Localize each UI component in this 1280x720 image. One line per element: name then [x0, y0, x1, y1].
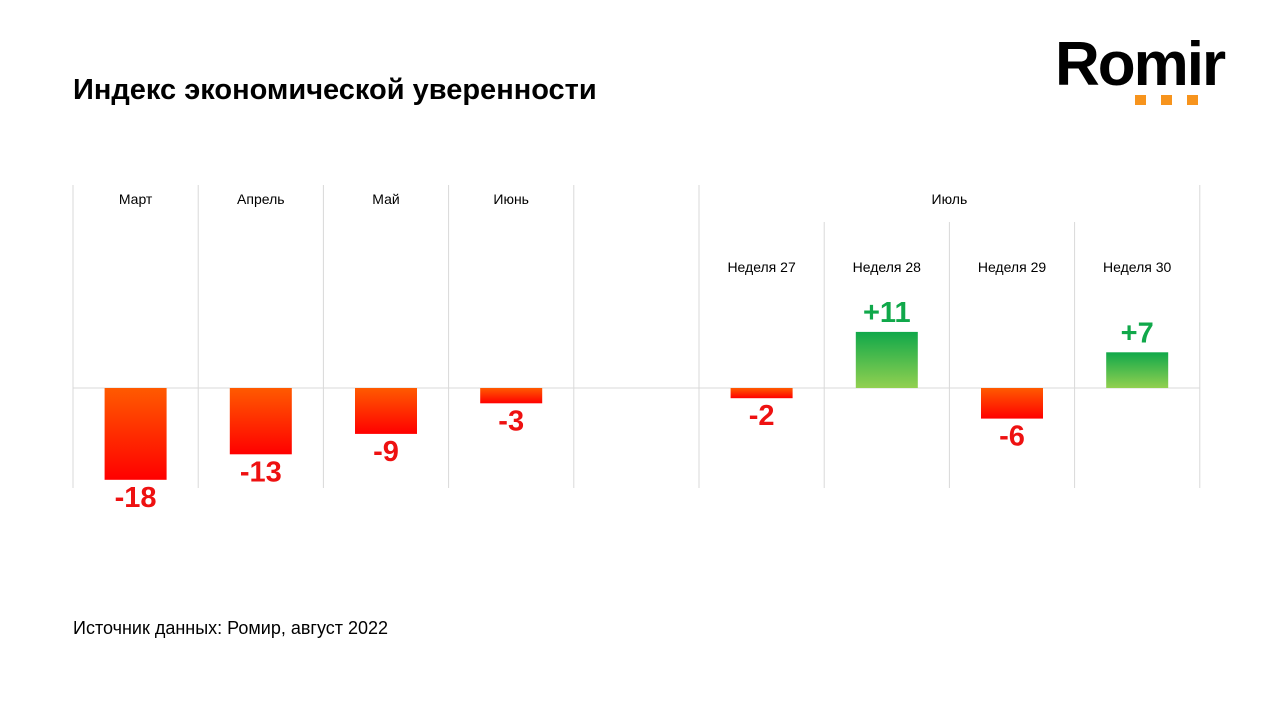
category-label: Июнь: [493, 191, 529, 207]
data-source-note: Источник данных: Ромир, август 2022: [73, 618, 389, 638]
category-label: Апрель: [237, 191, 285, 207]
category-label: Неделя 27: [727, 259, 796, 275]
data-label: -13: [240, 456, 282, 488]
data-label: -6: [999, 421, 1025, 453]
bar: [104, 388, 167, 480]
romir-logo: Romir: [1055, 34, 1240, 110]
category-label: Неделя 29: [978, 259, 1047, 275]
page-title: Индекс экономической уверенности: [73, 74, 597, 106]
bar: [480, 388, 543, 404]
group-label-july: Июль: [932, 191, 968, 207]
logo-dots: [1135, 95, 1198, 105]
category-label: Неделя 30: [1103, 259, 1172, 275]
category-label: Март: [119, 191, 153, 207]
bar: [855, 331, 918, 388]
bar: [1106, 352, 1169, 388]
logo-text: Romir: [1055, 30, 1226, 99]
data-label: +11: [863, 297, 911, 329]
data-label: +7: [1121, 317, 1154, 349]
bar: [981, 388, 1043, 419]
data-label: -2: [749, 400, 775, 432]
bar: [229, 388, 292, 455]
bar: [355, 388, 417, 434]
data-label: -18: [115, 482, 157, 514]
data-label: -9: [373, 436, 399, 468]
category-label: Неделя 28: [853, 259, 922, 275]
category-label: Май: [372, 191, 399, 207]
bar: [730, 388, 793, 399]
data-label: -3: [498, 405, 524, 437]
